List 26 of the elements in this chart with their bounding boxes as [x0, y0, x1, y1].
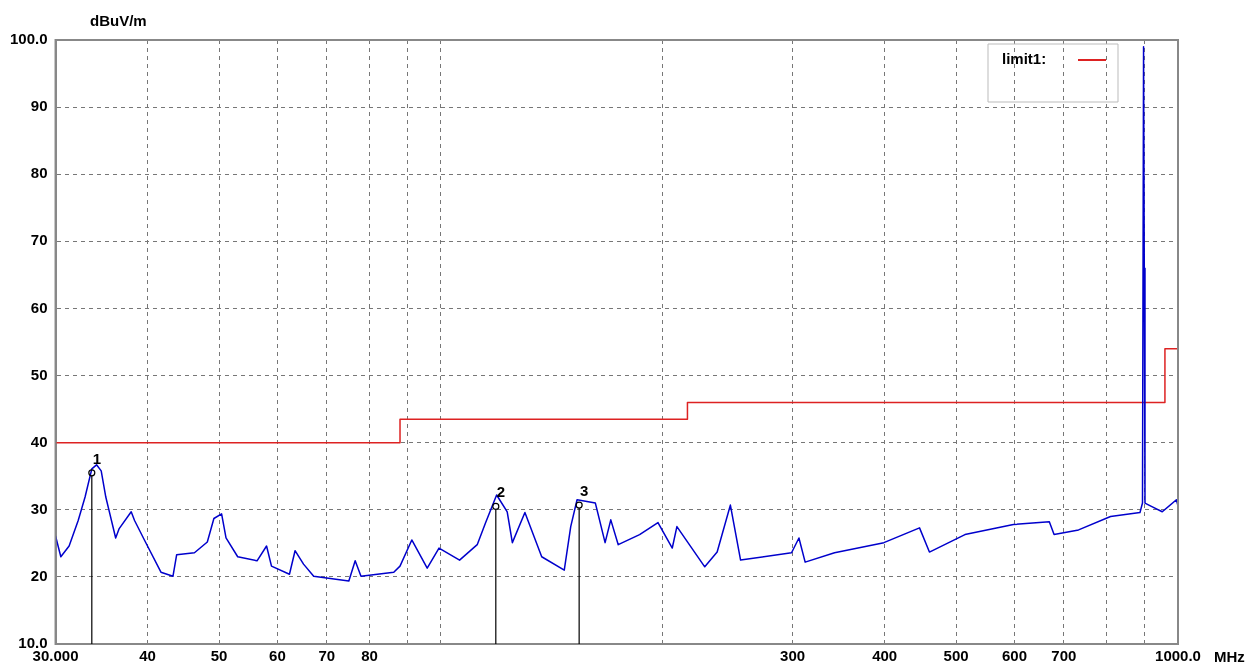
y-tick-label: 90 — [30, 97, 48, 115]
y-tick-label: 80 — [30, 164, 48, 182]
y-tick-label: 70 — [30, 231, 48, 249]
x-tick-label: 1000.0 — [1155, 647, 1201, 665]
x-tick-label: 70 — [318, 647, 336, 665]
y-tick-label: 50 — [30, 365, 48, 383]
x-tick-label: 300 — [780, 647, 806, 665]
annotation: 3 — [579, 481, 589, 499]
x-tick-label: 60 — [269, 647, 286, 665]
y-axis-title: dBuV/m — [90, 12, 147, 30]
x-tick-label: 40 — [139, 647, 156, 665]
y-tick-label: 40 — [30, 432, 48, 450]
y-tick-label: 30 — [30, 499, 48, 517]
y-tick-label: 20 — [30, 567, 48, 585]
annotation: 2 — [496, 483, 505, 501]
legend-label: limit1: — [1002, 50, 1047, 68]
x-tick-label: 50 — [210, 647, 228, 665]
x-tick-label: 600 — [1001, 647, 1027, 665]
y-tick-label: 60 — [30, 298, 48, 316]
x-tick-label: 700 — [1051, 647, 1077, 665]
x-tick-label: 400 — [872, 647, 898, 665]
x-tick-label: 500 — [943, 647, 969, 665]
x-axis-title: MHz — [1214, 647, 1245, 665]
annotation: 1 — [92, 449, 101, 467]
x-tick-label: 80 — [361, 647, 378, 665]
y-tick-label: 100.0 — [9, 30, 48, 48]
